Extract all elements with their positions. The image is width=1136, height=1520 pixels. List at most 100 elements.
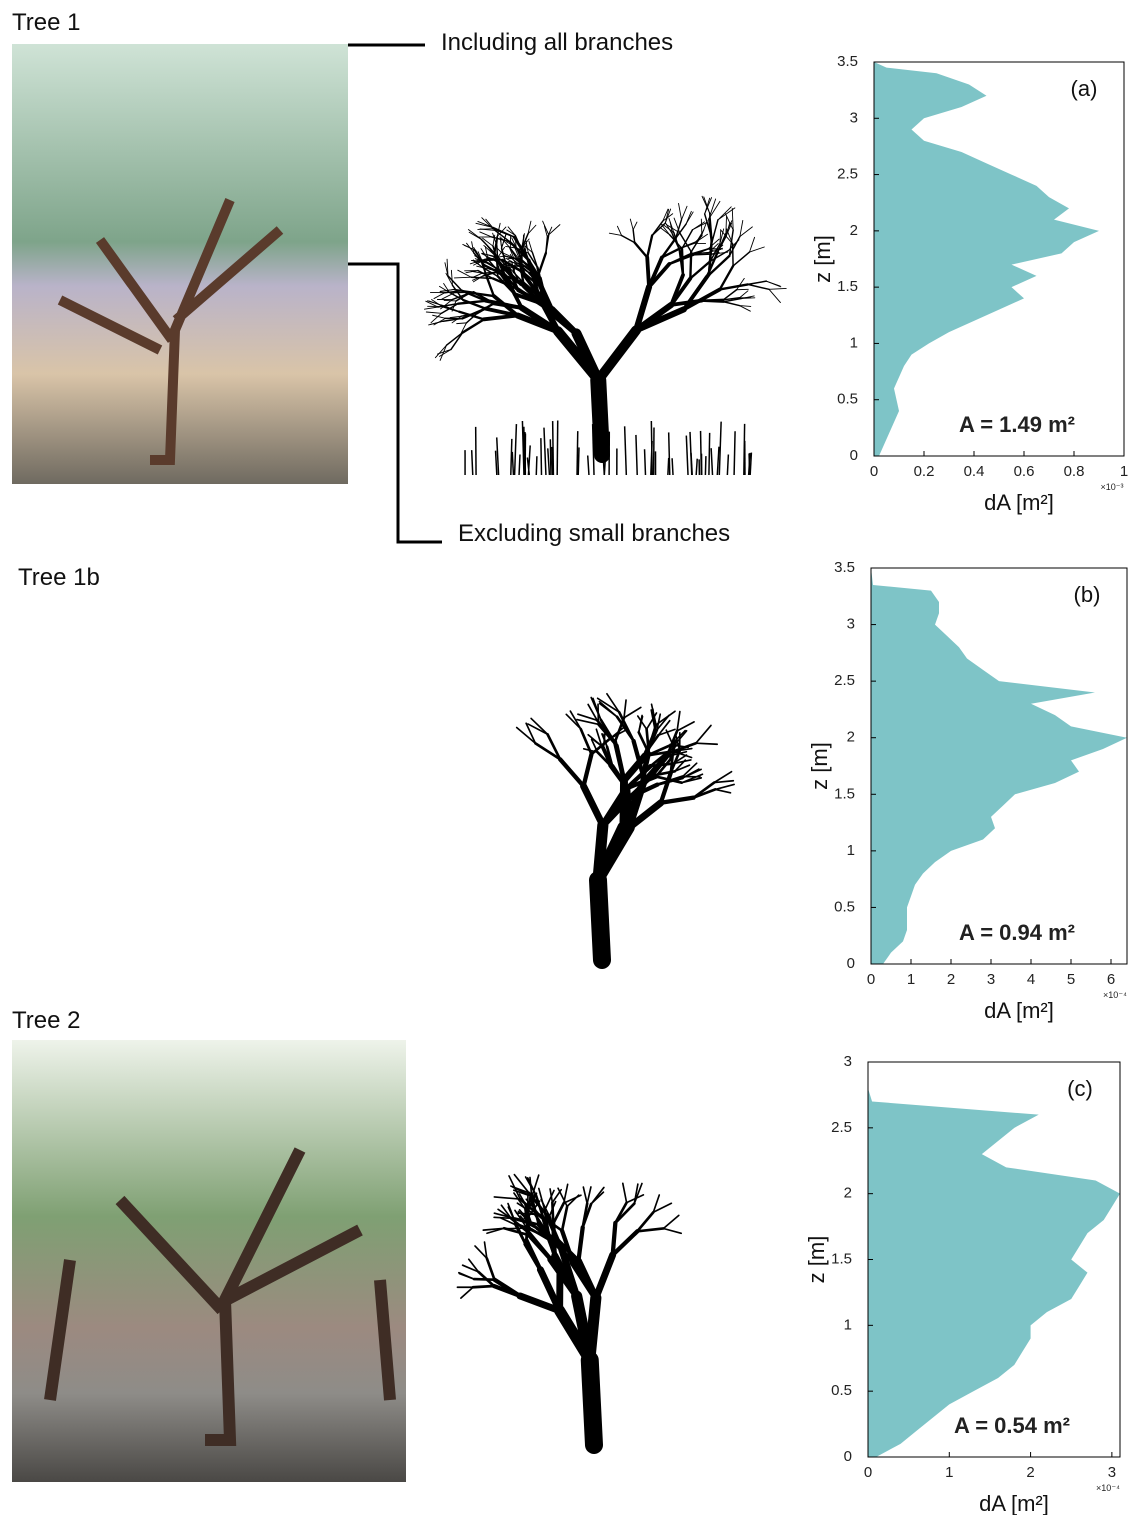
root [625, 426, 627, 475]
x-tick-label: 0 [870, 463, 878, 480]
branch [494, 1217, 514, 1218]
branch [663, 1215, 678, 1228]
root [578, 447, 579, 475]
branch [742, 298, 755, 299]
branch [715, 784, 734, 789]
branch [769, 289, 780, 302]
y-tick-label: 2 [850, 222, 858, 239]
y-tick-label: 1 [850, 334, 858, 351]
y-tick-label: 0.5 [831, 1382, 852, 1399]
root [472, 450, 473, 475]
root [519, 455, 520, 475]
branch [584, 786, 603, 825]
root [668, 458, 669, 475]
branch [663, 1228, 681, 1233]
tree-label: Tree 1 [12, 9, 80, 36]
root [719, 422, 721, 475]
y-tick-label: 3 [844, 1053, 852, 1070]
branch [682, 249, 683, 275]
x-tick-label: 1 [1120, 463, 1128, 480]
branch [424, 307, 438, 309]
root [709, 433, 710, 475]
y-tick-label: 0 [844, 1448, 852, 1465]
branch [598, 880, 602, 960]
root [588, 455, 589, 475]
branch [609, 233, 621, 235]
panel-label: (b) [1074, 582, 1101, 607]
branch [677, 712, 680, 731]
root [544, 428, 546, 475]
branch [720, 266, 733, 289]
branch [584, 754, 592, 786]
branch [652, 223, 665, 235]
root [536, 456, 537, 475]
area-annotation: A = 0.94 m² [959, 920, 1075, 945]
branch [769, 288, 786, 289]
branch [596, 1255, 613, 1298]
branch [583, 1187, 587, 1204]
y-tick-label: 2 [844, 1185, 852, 1202]
x-tick-label: 0.4 [964, 463, 985, 480]
x-tick-label: 1 [907, 971, 915, 988]
branch [454, 277, 471, 278]
area [868, 1062, 1120, 1457]
branch [426, 312, 441, 313]
root [512, 452, 513, 475]
x-tick-label: 0.6 [1014, 463, 1035, 480]
branch [623, 1183, 627, 1202]
branch [461, 1287, 473, 1298]
area-annotation: A = 1.49 m² [959, 412, 1075, 437]
branch [749, 237, 754, 252]
root [705, 456, 706, 475]
caption-label: Including all branches [441, 29, 673, 56]
root [528, 445, 530, 475]
caption-label: Excluding small branches [458, 520, 730, 547]
branch [647, 257, 649, 287]
x-tick-label: 4 [1027, 971, 1035, 988]
branch [624, 700, 626, 718]
branch [510, 266, 525, 267]
root [645, 449, 646, 475]
branch [473, 1286, 494, 1287]
panel-label: (c) [1067, 1076, 1093, 1101]
branch [702, 301, 724, 302]
root [577, 431, 578, 475]
branch [459, 1274, 474, 1279]
branch [715, 789, 730, 792]
x-scale-label: ×10⁻³ [1100, 482, 1123, 492]
branch [732, 209, 733, 231]
branch [724, 302, 740, 306]
tree-photo [12, 44, 348, 484]
y-tick-label: 1 [844, 1316, 852, 1333]
y-tick-label: 3.5 [834, 559, 855, 576]
tree-label: Tree 1b [18, 564, 100, 591]
x-axis-label: dA [m²] [984, 998, 1054, 1023]
root [511, 439, 512, 475]
branch [686, 211, 691, 224]
root [550, 439, 551, 475]
panel-label: (a) [1071, 76, 1098, 101]
branch [749, 247, 764, 252]
root [496, 451, 497, 475]
y-tick-label: 0 [850, 447, 858, 464]
root [686, 436, 688, 475]
root [557, 420, 558, 475]
branch [560, 759, 583, 786]
branch [507, 1228, 527, 1229]
x-tick-label: 6 [1107, 971, 1115, 988]
branch [766, 281, 780, 286]
y-tick-label: 2.5 [831, 1119, 852, 1136]
tree-skeletons [424, 196, 786, 1445]
y-axis-label: z [m] [807, 742, 832, 790]
y-tick-label: 0 [847, 955, 855, 972]
branch [587, 1187, 591, 1204]
y-tick-label: 2.5 [834, 672, 855, 689]
branch [598, 825, 603, 880]
branch [457, 323, 467, 324]
branch [562, 1206, 567, 1230]
x-tick-label: 3 [987, 971, 995, 988]
root [515, 424, 517, 475]
y-tick-label: 1.5 [831, 1250, 852, 1267]
branch [434, 293, 445, 299]
